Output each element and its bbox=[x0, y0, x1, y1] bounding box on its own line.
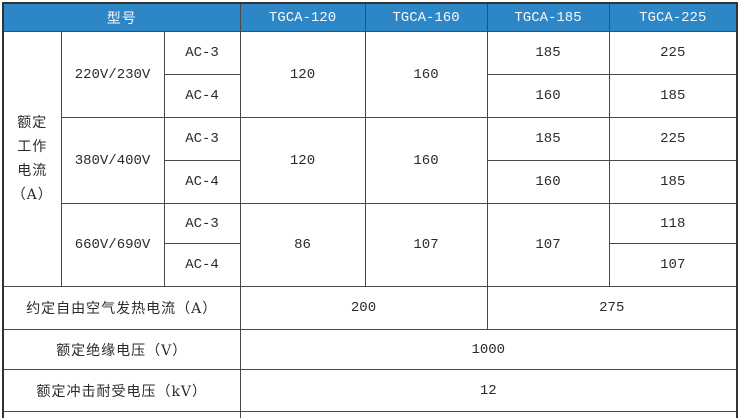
table-row-thermal-current: 约定自由空气发热电流（A） 200 275 bbox=[2, 286, 738, 330]
current-value-cell: 107 bbox=[364, 203, 488, 287]
table-row-insulation-voltage: 额定绝缘电压（V） 1000 bbox=[2, 329, 738, 370]
partial-cutoff-row bbox=[2, 411, 738, 418]
current-value-cell: 107 bbox=[486, 203, 610, 287]
table-row-380-ac3: 380V/400V AC-3 120 160 185 225 bbox=[3, 117, 738, 204]
utilization-category-cell: AC-4 bbox=[163, 160, 241, 204]
current-value-cell: 118 bbox=[608, 203, 738, 244]
current-value-cell: 107 bbox=[608, 243, 738, 287]
voltage-cell-380: 380V/400V bbox=[60, 117, 165, 204]
model-column-header-tgca225: TGCA-225 bbox=[608, 2, 738, 32]
utilization-category-cell: AC-3 bbox=[163, 117, 241, 161]
partial-cell bbox=[2, 411, 241, 418]
table-header-row: 型号 TGCA-120 TGCA-160 TGCA-185 TGCA-225 bbox=[2, 2, 738, 32]
summary-value-cell: 1000 bbox=[239, 329, 738, 370]
summary-row-label: 约定自由空气发热电流（A） bbox=[2, 286, 241, 330]
summary-row-label: 额定绝缘电压（V） bbox=[2, 329, 241, 370]
model-label-header: 型号 bbox=[2, 2, 241, 32]
table-row-660-ac4: AC-4 107 bbox=[3, 243, 738, 287]
voltage-cell-660: 660V/690V bbox=[60, 203, 165, 287]
model-column-header-tgca160: TGCA-160 bbox=[364, 2, 488, 32]
current-value-cell: 225 bbox=[608, 31, 738, 75]
utilization-category-cell: AC-4 bbox=[163, 74, 241, 118]
current-value-cell: 185 bbox=[486, 117, 610, 161]
current-value-cell: 160 bbox=[364, 31, 488, 118]
table-row-660-ac3: 660V/690V AC-3 86 107 107 118 bbox=[3, 203, 738, 287]
current-value-cell: 185 bbox=[608, 74, 738, 118]
model-column-header-tgca185: TGCA-185 bbox=[486, 2, 610, 32]
summary-row-label: 额定冲击耐受电压（kV） bbox=[2, 369, 241, 412]
current-value-cell: 185 bbox=[608, 160, 738, 204]
utilization-category-cell: AC-3 bbox=[163, 203, 241, 244]
table-row-380-ac4: AC-4 160 185 bbox=[3, 160, 738, 204]
table-row-220-ac3: 额定 工作 电流 （A） 220V/230V AC-3 120 160 185 … bbox=[2, 31, 738, 287]
utilization-category-cell: AC-3 bbox=[163, 31, 241, 75]
voltage-cell-220: 220V/230V bbox=[60, 31, 165, 118]
utilization-category-cell: AC-4 bbox=[163, 243, 241, 287]
summary-value-cell: 275 bbox=[486, 286, 738, 330]
current-value-cell: 160 bbox=[486, 74, 610, 118]
current-value-cell: 86 bbox=[239, 203, 366, 287]
table-row-220-ac4: AC-4 160 185 bbox=[3, 74, 738, 118]
current-value-cell: 185 bbox=[486, 31, 610, 75]
model-column-header-tgca120: TGCA-120 bbox=[239, 2, 366, 32]
partial-cell bbox=[239, 411, 738, 418]
current-value-cell: 160 bbox=[486, 160, 610, 204]
table-row-impulse-voltage: 额定冲击耐受电压（kV） 12 bbox=[2, 369, 738, 412]
rated-current-group-label: 额定 工作 电流 （A） bbox=[2, 31, 62, 287]
summary-value-cell: 12 bbox=[239, 369, 738, 412]
current-value-cell: 225 bbox=[608, 117, 738, 161]
current-value-cell: 120 bbox=[239, 31, 366, 118]
current-value-cell: 160 bbox=[364, 117, 488, 204]
current-value-cell: 120 bbox=[239, 117, 366, 204]
summary-value-cell: 200 bbox=[239, 286, 488, 330]
